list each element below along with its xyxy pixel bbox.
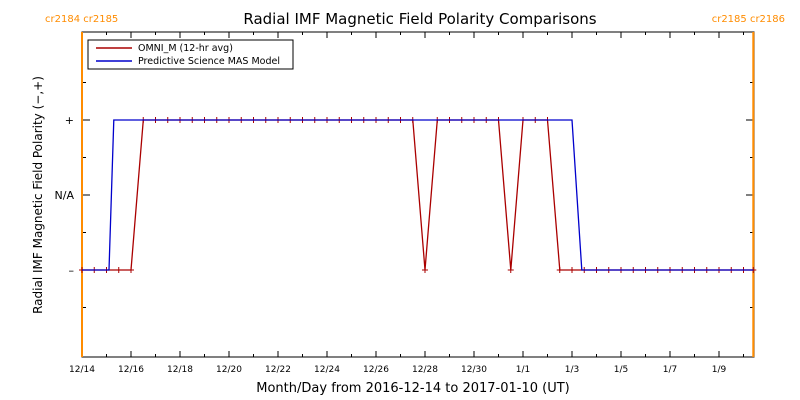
- x-tick-label: 12/18: [167, 365, 193, 375]
- x-tick-label: 1/1: [516, 365, 530, 375]
- x-tick-label: 12/30: [461, 365, 487, 375]
- x-tick-label: 12/24: [314, 365, 340, 375]
- carrington-rotation-lines: [81, 32, 755, 357]
- x-tick-label: 1/5: [614, 365, 628, 375]
- cr-label-left: cr2184 cr2185: [45, 14, 118, 25]
- x-tick-label: 12/14: [69, 365, 95, 375]
- legend-label-omni: OMNI_M (12-hr avg): [138, 43, 233, 54]
- legend-label-mas: Predictive Science MAS Model: [138, 56, 280, 67]
- x-tick-label: 1/9: [712, 365, 727, 375]
- x-tick-label: 12/22: [265, 365, 291, 375]
- y-tick-label: N/A: [55, 189, 75, 202]
- data-point-marker: [507, 267, 514, 273]
- data-point-marker: [128, 267, 134, 273]
- legend-box: [87, 39, 294, 70]
- chart-title: Radial IMF Magnetic Field Polarity Compa…: [243, 10, 596, 28]
- series-layer: [79, 117, 757, 273]
- legend: OMNI_M (12-hr avg) Predictive Science MA…: [87, 39, 294, 70]
- y-axis-label: Radial IMF Magnetic Field Polarity (−,+): [31, 76, 45, 314]
- series-line-mas: [82, 119, 754, 271]
- data-point-marker: [422, 267, 428, 273]
- x-tick-label: 1/3: [565, 365, 579, 375]
- x-tick-label: 12/26: [363, 365, 389, 375]
- cr-label-right: cr2185 cr2186: [712, 14, 785, 25]
- data-point-marker: [569, 267, 575, 273]
- x-axis-label: Month/Day from 2016-12-14 to 2017-01-10 …: [256, 381, 569, 396]
- data-point-marker: [115, 267, 122, 273]
- x-tick-label: 1/7: [663, 365, 677, 375]
- data-point-marker: [556, 267, 563, 273]
- y-tick-label: –: [69, 264, 75, 277]
- x-tick-label: 12/20: [216, 365, 242, 375]
- x-tick-label: 12/28: [412, 365, 438, 375]
- y-tick-label: +: [65, 114, 74, 127]
- x-tick-label: 12/16: [118, 365, 144, 375]
- x-axis-ticks: 12/14 12/16 12/18 12/20 12/22 12/24 12/26 12/28…: [69, 32, 744, 375]
